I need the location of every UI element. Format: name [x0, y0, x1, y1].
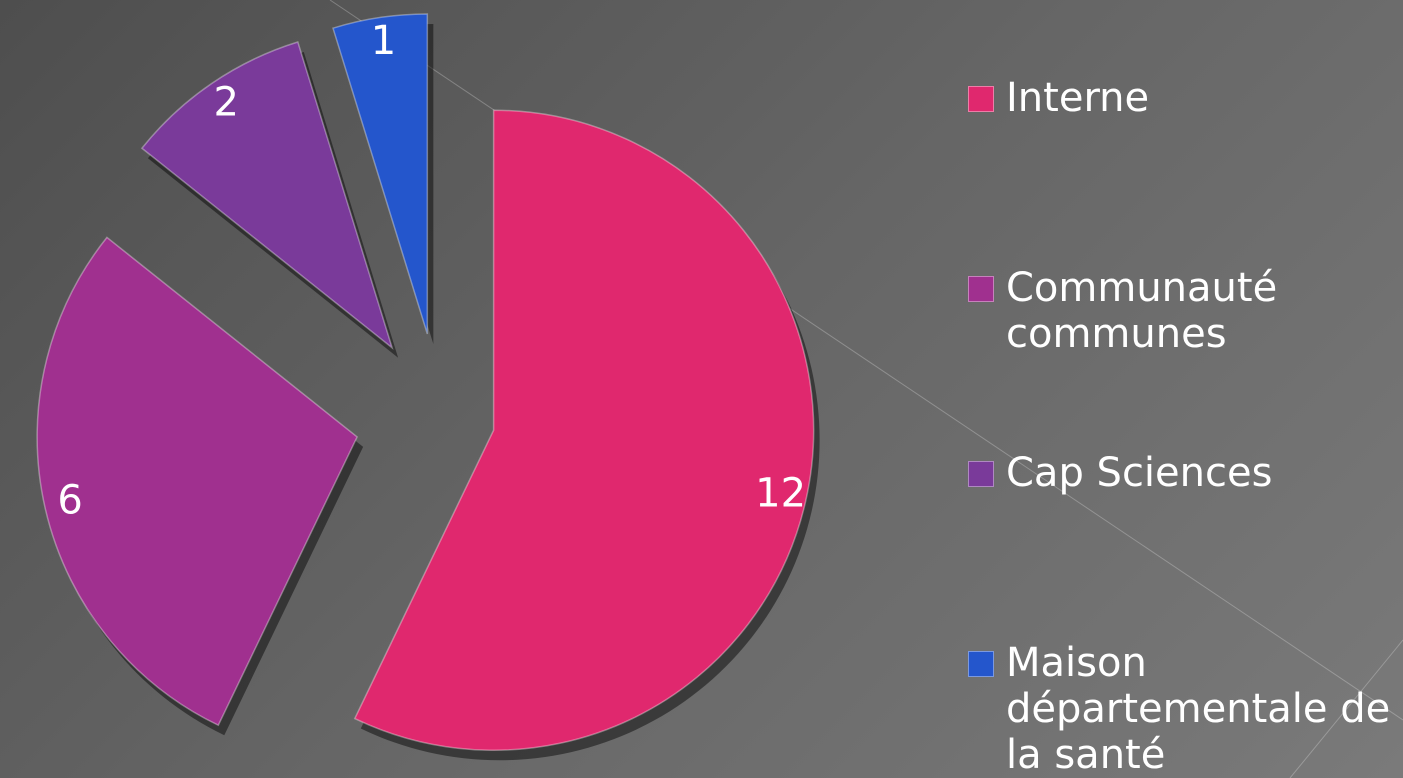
legend-swatch — [968, 651, 994, 677]
legend-item: Communauté communes — [968, 265, 1398, 357]
pie-slice — [353, 109, 815, 751]
legend-swatch — [968, 86, 994, 112]
legend-item: Cap Sciences — [968, 450, 1398, 496]
data-label: 2 — [214, 80, 239, 126]
legend-label: Cap Sciences — [1006, 450, 1273, 496]
data-label: 1 — [371, 18, 396, 64]
pie-slice — [36, 236, 359, 727]
data-label: 12 — [755, 471, 806, 517]
decor-line — [1289, 639, 1403, 778]
legend-swatch — [968, 461, 994, 487]
pie-slice — [140, 41, 394, 350]
data-label: 6 — [57, 477, 82, 523]
legend-label: Interne — [1006, 75, 1150, 121]
legend-label: Communauté communes — [1006, 265, 1278, 357]
legend-swatch — [968, 276, 994, 302]
legend-label: Maison départementale de la santé — [1006, 640, 1391, 778]
legend-item: Interne — [968, 75, 1398, 121]
legend-item: Maison départementale de la santé — [968, 640, 1398, 778]
pie-slice — [332, 13, 429, 335]
